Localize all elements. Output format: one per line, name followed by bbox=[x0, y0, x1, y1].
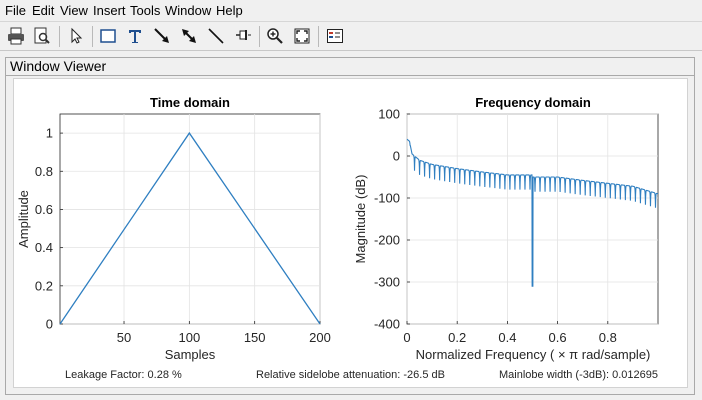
insert-line-icon[interactable] bbox=[205, 25, 227, 47]
menu-insert[interactable]: Insert bbox=[93, 3, 126, 18]
time-plot-xlabel: Samples bbox=[165, 347, 216, 362]
time-grid bbox=[60, 114, 321, 325]
freq-plot-title: Frequency domain bbox=[475, 95, 591, 110]
freq-xtick-label: 0.6 bbox=[549, 330, 567, 345]
freq-ytick-label: 100 bbox=[378, 107, 400, 122]
plot-area: Time domain Samples Amplitude 50 100 150 20… bbox=[13, 78, 688, 388]
fit-to-view-icon[interactable] bbox=[291, 25, 313, 47]
menu-view[interactable]: View bbox=[60, 3, 88, 18]
menu-file[interactable]: File bbox=[5, 3, 26, 18]
menu-tools[interactable]: Tools bbox=[130, 3, 161, 18]
menu-window[interactable]: Window bbox=[165, 3, 212, 18]
time-plot-ylabel: Amplitude bbox=[16, 190, 31, 248]
zoom-in-icon[interactable] bbox=[264, 25, 286, 47]
mainlobe-width-text: Mainlobe width (-3dB): 0.012695 bbox=[499, 369, 658, 381]
freq-xtick-label: 0.2 bbox=[448, 330, 466, 345]
pin-icon[interactable] bbox=[232, 25, 254, 47]
freq-xtick-label: 0 bbox=[403, 330, 410, 345]
toolbar bbox=[0, 21, 702, 51]
legend-icon[interactable] bbox=[324, 25, 346, 47]
time-ytick-label: 0.2 bbox=[35, 278, 53, 293]
print-preview-icon[interactable] bbox=[31, 25, 53, 47]
leakage-factor-text: Leakage Factor: 0.28 % bbox=[65, 369, 182, 381]
freq-xtick-label: 0.4 bbox=[498, 330, 516, 345]
menu-bar: File Edit View Insert Tools Window Help bbox=[0, 0, 702, 21]
time-xtick-label: 200 bbox=[309, 330, 331, 345]
window-viewer-panel: Window Viewer Time domain Samples Amplit… bbox=[5, 57, 695, 395]
toolbar-separator bbox=[259, 26, 260, 47]
time-xtick-label: 150 bbox=[244, 330, 266, 345]
freq-ytick-label: 0 bbox=[393, 149, 400, 164]
toolbar-separator bbox=[92, 26, 93, 47]
time-xtick-label: 50 bbox=[117, 330, 131, 345]
toolbar-separator bbox=[59, 26, 60, 47]
edit-plot-arrow-icon[interactable] bbox=[65, 25, 87, 47]
insert-double-arrow-icon[interactable] bbox=[178, 25, 200, 47]
freq-plot-ylabel: Magnitude (dB) bbox=[353, 175, 368, 264]
time-domain-axes[interactable]: Time domain Samples Amplitude 50 100 150 20… bbox=[16, 95, 331, 362]
freq-ytick-label: -100 bbox=[374, 191, 400, 206]
time-ytick-label: 0 bbox=[46, 317, 53, 332]
freq-ytick-label: -200 bbox=[374, 233, 400, 248]
freq-plot-xlabel: Normalized Frequency ( × π rad/sample) bbox=[416, 347, 651, 362]
frequency-domain-axes[interactable]: Frequency domain Normalized Frequency ( … bbox=[353, 95, 659, 362]
time-ytick-label: 0.8 bbox=[35, 164, 53, 179]
insert-rectangle-icon[interactable] bbox=[97, 25, 119, 47]
time-plot-title: Time domain bbox=[150, 95, 230, 110]
time-ytick-label: 0.4 bbox=[35, 240, 53, 255]
sidelobe-attenuation-text: Relative sidelobe attenuation: -26.5 dB bbox=[256, 369, 445, 381]
freq-ytick-label: -300 bbox=[374, 275, 400, 290]
insert-text-icon[interactable] bbox=[124, 25, 146, 47]
panel-title-divider bbox=[6, 75, 694, 76]
frequency-series-line bbox=[406, 138, 659, 287]
freq-xtick-label: 0.8 bbox=[599, 330, 617, 345]
menu-help[interactable]: Help bbox=[216, 3, 243, 18]
toolbar-separator bbox=[318, 26, 319, 47]
menu-edit[interactable]: Edit bbox=[32, 3, 55, 18]
insert-arrow-icon[interactable] bbox=[151, 25, 173, 47]
freq-ytick-label: -400 bbox=[374, 317, 400, 332]
print-icon[interactable] bbox=[5, 25, 27, 47]
time-ytick-label: 0.6 bbox=[35, 202, 53, 217]
time-ytick-label: 1 bbox=[46, 126, 53, 141]
time-series-line bbox=[59, 131, 321, 325]
plots-canvas: Time domain Samples Amplitude 50 100 150 20… bbox=[16, 95, 659, 362]
panel-title: Window Viewer bbox=[10, 58, 107, 74]
time-xtick-label: 100 bbox=[178, 330, 200, 345]
